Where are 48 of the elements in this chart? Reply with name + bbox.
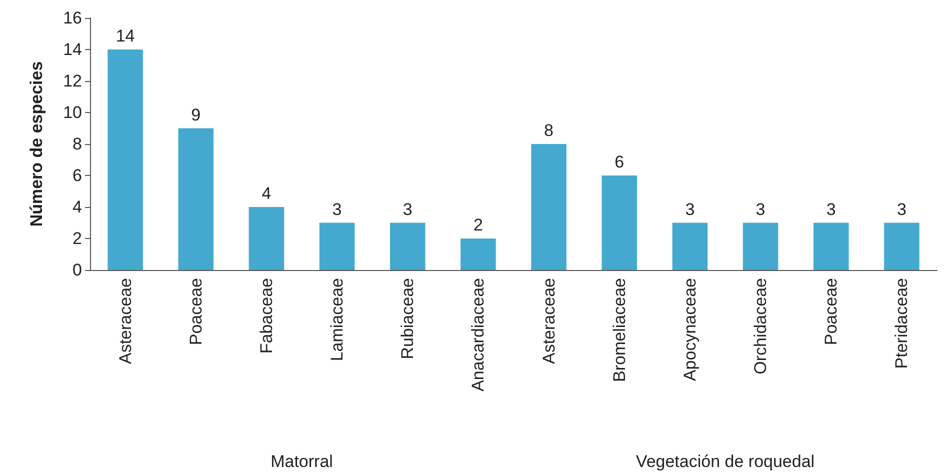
y-tick-label: 2 xyxy=(72,229,82,248)
x-tick-label: Orchidaceae xyxy=(751,278,770,374)
bar xyxy=(319,222,355,270)
data-label: 3 xyxy=(402,200,412,219)
data-label: 3 xyxy=(685,200,695,219)
data-label: 3 xyxy=(756,200,766,219)
x-tick-label: Pteridaceae xyxy=(892,278,912,369)
text: Matorral xyxy=(270,452,333,471)
data-label: 8 xyxy=(544,121,554,140)
x-tick-label: Poaceae xyxy=(822,278,841,346)
y-tick-label: 10 xyxy=(63,103,82,122)
data-label: 14 xyxy=(116,26,135,46)
bar xyxy=(460,238,496,270)
bar xyxy=(672,222,708,270)
bar xyxy=(813,222,849,270)
data-label: 3 xyxy=(896,200,906,219)
x-tick-label: Fabaceae xyxy=(256,278,276,354)
data-label: 2 xyxy=(473,216,483,234)
y-tick-label: 6 xyxy=(72,166,82,185)
y-tick-label: 16 xyxy=(63,8,82,28)
bar xyxy=(248,207,284,270)
bar xyxy=(531,144,566,270)
data-label: 6 xyxy=(614,152,624,172)
y-tick-label: 4 xyxy=(72,198,82,216)
x-tick-label: Apocynaceae xyxy=(680,278,700,382)
bar xyxy=(390,222,426,270)
y-tick-label: 14 xyxy=(63,40,82,59)
bar xyxy=(602,176,638,270)
x-tick-label: Anacardiaceae xyxy=(468,278,488,392)
x-tick-label: Asteraceae xyxy=(539,278,558,364)
y-axis-title: Número de especies xyxy=(27,61,46,227)
x-tick-label: Lamiaceae xyxy=(328,278,347,362)
bar xyxy=(178,128,214,270)
data-label: 3 xyxy=(332,200,342,219)
x-tick-label: Bromeliaceae xyxy=(610,278,629,382)
x-tick-label: Poaceae xyxy=(186,278,206,346)
text: Vegetación de roquedal xyxy=(636,452,815,471)
bar xyxy=(742,222,778,270)
y-tick-label: 12 xyxy=(63,72,82,90)
x-tick-label: Rubiaceae xyxy=(398,278,418,360)
y-tick-label: 8 xyxy=(72,134,82,154)
data-label: 3 xyxy=(826,200,836,219)
x-tick-label: Asteraceae xyxy=(116,278,135,364)
data-label: 9 xyxy=(191,105,201,124)
bar xyxy=(884,222,920,270)
y-tick-label: 0 xyxy=(72,260,82,280)
bar xyxy=(108,50,143,270)
data-label: 4 xyxy=(262,184,272,203)
